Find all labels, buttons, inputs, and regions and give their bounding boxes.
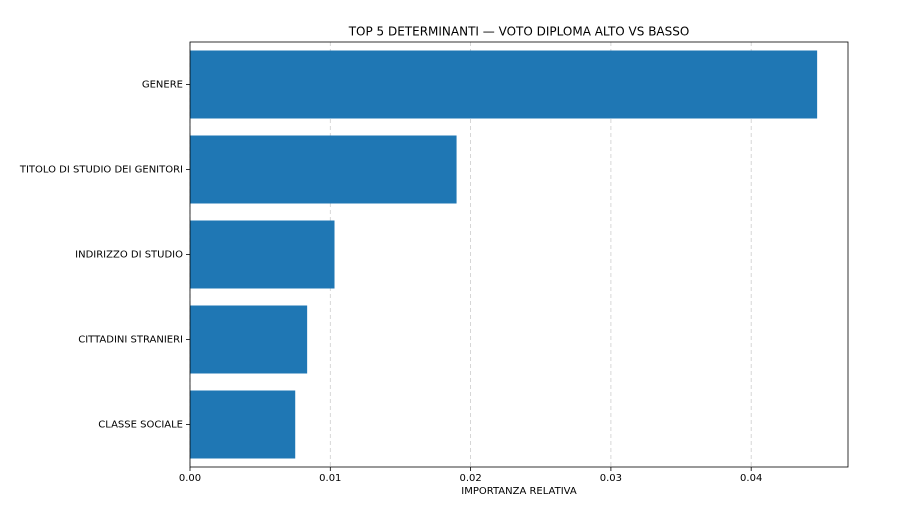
- x-tick-label: 0.03: [600, 473, 622, 484]
- y-tick-label: GENERE: [142, 80, 183, 91]
- x-tick-label: 0.04: [740, 473, 762, 484]
- x-tick-label: 0.00: [179, 473, 201, 484]
- bar: [190, 50, 818, 119]
- chart-title: TOP 5 DETERMINANTI — VOTO DIPLOMA ALTO V…: [348, 25, 690, 39]
- y-tick-label: CITTADINI STRANIERI: [78, 335, 183, 346]
- bar: [190, 390, 296, 459]
- x-tick-label: 0.01: [319, 473, 341, 484]
- y-tick-label: INDIRIZZO DI STUDIO: [75, 250, 183, 261]
- y-tick-label: TITOLO DI STUDIO DEI GENITORI: [19, 165, 183, 176]
- plot-frame: [189, 41, 849, 468]
- x-axis-label: IMPORTANZA RELATIVA: [461, 486, 577, 497]
- x-tick-label: 0.02: [459, 473, 481, 484]
- y-tick-label: CLASSE SOCIALE: [98, 420, 183, 431]
- bar: [190, 135, 457, 204]
- bar: [190, 220, 335, 289]
- bar: [190, 305, 308, 374]
